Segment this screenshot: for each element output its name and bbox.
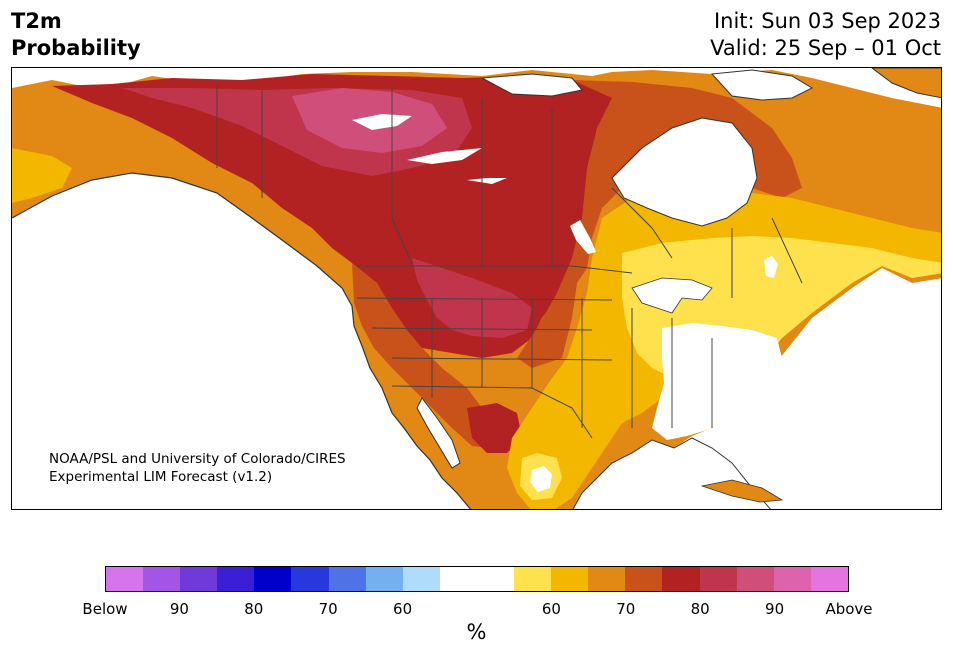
colorbar-tick-label: 70 <box>616 600 636 618</box>
colorbar-segment <box>625 567 663 591</box>
hudson-bay <box>611 117 758 227</box>
arctic-channel-3 <box>12 68 941 78</box>
colorbar-unit: % <box>466 620 487 644</box>
colorbar-tick-label: 90 <box>765 600 785 618</box>
credit-note: NOAA/PSL and University of Colorado/CIRE… <box>49 450 346 486</box>
colorbar-segment <box>588 567 626 591</box>
colorbar-tick-label: Above <box>825 600 873 618</box>
colorbar-segment <box>810 567 848 591</box>
credit-line-1: NOAA/PSL and University of Colorado/CIRE… <box>49 451 346 467</box>
chart-title: T2m Probability <box>11 8 141 62</box>
band-deep-red-mexico <box>467 403 522 453</box>
colorbar-segment <box>773 567 811 591</box>
arctic-channel-1 <box>710 69 814 101</box>
colorbar-tick-label: 70 <box>318 600 338 618</box>
band-neutral-mexico <box>530 466 552 492</box>
colorbar-ticks: Below 90 80 70 60 60 70 80 90 Above <box>0 600 953 620</box>
title-line-2: Probability <box>11 36 141 60</box>
colorbar-segment <box>402 567 440 591</box>
colorbar-tick-label: 80 <box>690 600 710 618</box>
map-svg <box>12 68 941 509</box>
lake-winnipeg <box>570 220 596 254</box>
lake-athabasca <box>467 178 507 184</box>
colorbar-segment <box>328 567 366 591</box>
colorbar-tick-label: 80 <box>244 600 264 618</box>
cuba <box>700 479 784 503</box>
great-slave-lake <box>407 148 482 164</box>
colorbar-segment <box>551 567 589 591</box>
colorbar-segment <box>476 567 515 591</box>
colorbar-segment <box>217 567 255 591</box>
gulf-of-california <box>416 397 461 469</box>
great-lakes <box>631 277 713 314</box>
colorbar-segment <box>291 567 329 591</box>
probability-map <box>11 67 942 510</box>
colorbar-segment <box>106 567 144 591</box>
great-bear-lake <box>352 114 412 130</box>
colorbar-segment <box>254 567 292 591</box>
colorbar-segment <box>439 567 477 591</box>
band-neutral-quebec <box>764 256 778 278</box>
colorbar-tick-label: 60 <box>541 600 561 618</box>
forecast-dates: Init: Sun 03 Sep 2023 Valid: 25 Sep – 01… <box>710 8 941 62</box>
colorbar-segment <box>365 567 403 591</box>
colorbar-tick-label: 90 <box>169 600 189 618</box>
colorbar-tick-label: 60 <box>393 600 413 618</box>
colorbar-segment <box>143 567 181 591</box>
alaska-west <box>12 148 72 203</box>
greenland <box>871 68 941 99</box>
coastline <box>12 172 472 509</box>
credit-line-2: Experimental LIM Forecast (v1.2) <box>49 469 273 485</box>
colorbar-segment <box>180 567 218 591</box>
colorbar-segment <box>699 567 737 591</box>
arctic-channel-2 <box>480 73 583 97</box>
band-crimson-south <box>412 258 532 338</box>
boundaries <box>216 86 803 439</box>
band-neutral-southeast <box>652 323 782 440</box>
colorbar <box>105 566 849 592</box>
title-line-1: T2m <box>11 9 62 33</box>
valid-period: Valid: 25 Sep – 01 Oct <box>710 36 941 60</box>
band-rust-southwest <box>352 263 492 448</box>
colorbar-tick-label: Below <box>82 600 128 618</box>
colorbar-segment <box>662 567 700 591</box>
colorbar-segment <box>514 567 552 591</box>
init-date: Init: Sun 03 Sep 2023 <box>713 9 941 33</box>
colorbar-segment <box>736 567 774 591</box>
